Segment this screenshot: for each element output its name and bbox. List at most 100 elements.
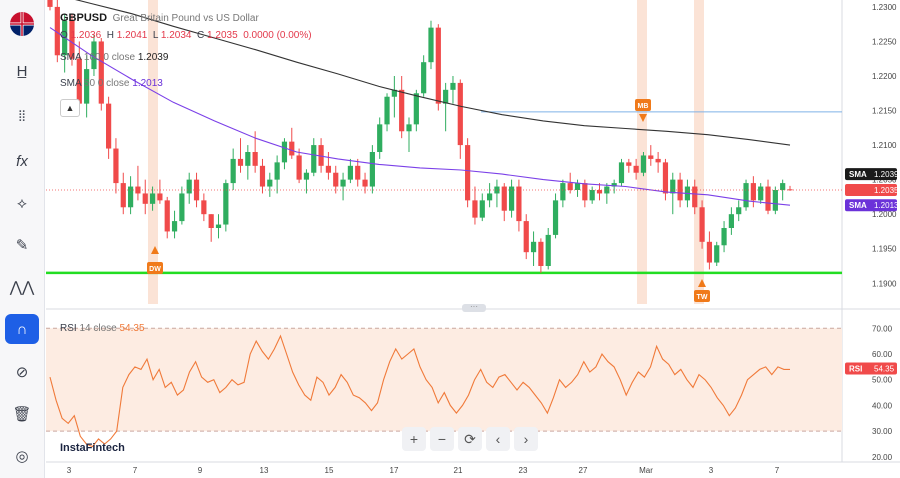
rsi-tick-label: 40.00 [872,401,893,410]
time-tick-label: 9 [198,466,203,475]
waves-icon[interactable]: ⋀⋀ [9,279,35,296]
candle-body [230,158,236,184]
marker-arrow [698,279,706,287]
candle-body [84,69,90,104]
candle-body [457,82,463,146]
trash-icon[interactable]: 🗑 [12,406,32,423]
sma50-tag-value: 1.2013 [874,201,899,210]
candle-body [633,165,639,173]
open-label: O [60,30,68,41]
hide-icon[interactable]: ⊘ [15,364,29,381]
candle-body [648,155,654,159]
time-tick-label: 7 [775,466,780,475]
zoom-out-button[interactable]: − [430,427,454,451]
candle-body [472,200,478,218]
rsi-tick-label: 70.00 [872,324,893,333]
rsi-params: 14 close [79,323,117,334]
candle-body [736,207,742,215]
candle-body [391,89,397,97]
sma100-name: SMA [60,52,82,63]
price-tick-label: 1.1900 [872,279,897,288]
sma50-legend[interactable]: SMA 50 0 close 1.2013 [60,78,163,89]
scroll-left-button[interactable]: ‹ [486,427,510,451]
candle-body [640,155,647,173]
candle-body [106,103,112,149]
price-tick-label: 1.2250 [872,37,897,46]
candle-body [758,186,764,201]
candle-body [208,214,214,228]
candle-body [501,186,507,211]
pattern-icon[interactable]: ⟡ [17,194,27,212]
marker-label: TW [697,294,708,301]
rsi-legend[interactable]: RSI 14 close 54.35 [60,323,145,334]
time-tick-label: 3 [67,466,72,475]
rsi-tag-value: 54.35 [874,365,895,374]
candle-body [201,200,207,215]
candle-body [428,27,434,63]
price-tick-label: 1.1950 [872,245,897,254]
candle-body [530,241,537,253]
candle-body [325,165,332,173]
candle-body [340,179,346,187]
candles-icon[interactable]: ⦙⦙ [18,107,26,125]
candle-body [281,141,288,163]
candle-body [721,228,727,246]
zoom-in-button[interactable]: + [402,427,426,451]
candle-body [765,186,771,211]
collapse-legend-button[interactable]: ▲ [60,99,80,117]
price-tick-label: 1.2300 [872,3,897,12]
candle-body [728,214,734,228]
function-icon[interactable]: fx [16,152,28,170]
highlight-column [637,0,647,304]
sma100-legend[interactable]: SMA 100 0 close 1.2039 [60,52,168,63]
candle-body [611,183,617,187]
sma50-tag-label: SMA [849,201,867,210]
price-tag-bg [845,168,897,181]
screenshot-icon[interactable]: ◎ [15,448,29,465]
sma100-params: 100 0 close [83,52,136,63]
ohlc-legend: O 1.2036 H 1.2041 L 1.2034 C 1.2035 0.00… [60,30,312,41]
candle-body [421,62,427,94]
candle-body [303,172,310,180]
flag-icon[interactable] [10,12,34,36]
candle-body [406,124,412,132]
price-tick-label: 1.2150 [872,107,897,116]
rsi-value: 54.35 [119,323,145,334]
candle-body [157,193,163,201]
brand-logo: InstaFintech [60,442,125,454]
candle-body [69,20,75,59]
rsi-name: RSI [60,323,77,334]
candle-body [479,200,485,218]
horizontal-line-icon[interactable]: H̲ [16,62,28,80]
candle-body [186,179,192,194]
sma50-value: 1.2013 [132,78,163,89]
candle-body [574,183,581,190]
price-tick-label: 1.2100 [872,141,897,150]
candle-body [289,141,295,156]
candle-body [670,179,676,194]
candle-body [552,200,559,235]
candle-body [318,145,324,166]
candle-body [465,145,471,201]
rsi-band [46,328,842,432]
sma100-line [75,0,791,146]
candle-body [179,193,185,222]
scroll-right-button[interactable]: › [514,427,538,451]
price-tag-bg [845,362,897,375]
marker-badge [635,99,651,111]
magnet-icon[interactable]: ∩ [5,314,39,344]
marker-badge [694,290,710,302]
change-value: 0.0000 (0.00%) [243,30,312,41]
candle-body [113,148,119,184]
candle-body [699,207,705,242]
candle-body [142,193,148,204]
brush-icon[interactable]: ✎ [15,237,29,254]
sma50-name: SMA [60,78,82,89]
pane-splitter[interactable]: ··· [462,303,486,312]
candle-body [252,152,258,166]
reset-button[interactable]: ⟳ [458,427,482,451]
price-tick-label: 1.2000 [872,210,897,219]
low-value: 1.2034 [160,30,192,41]
candle-body [296,155,302,180]
